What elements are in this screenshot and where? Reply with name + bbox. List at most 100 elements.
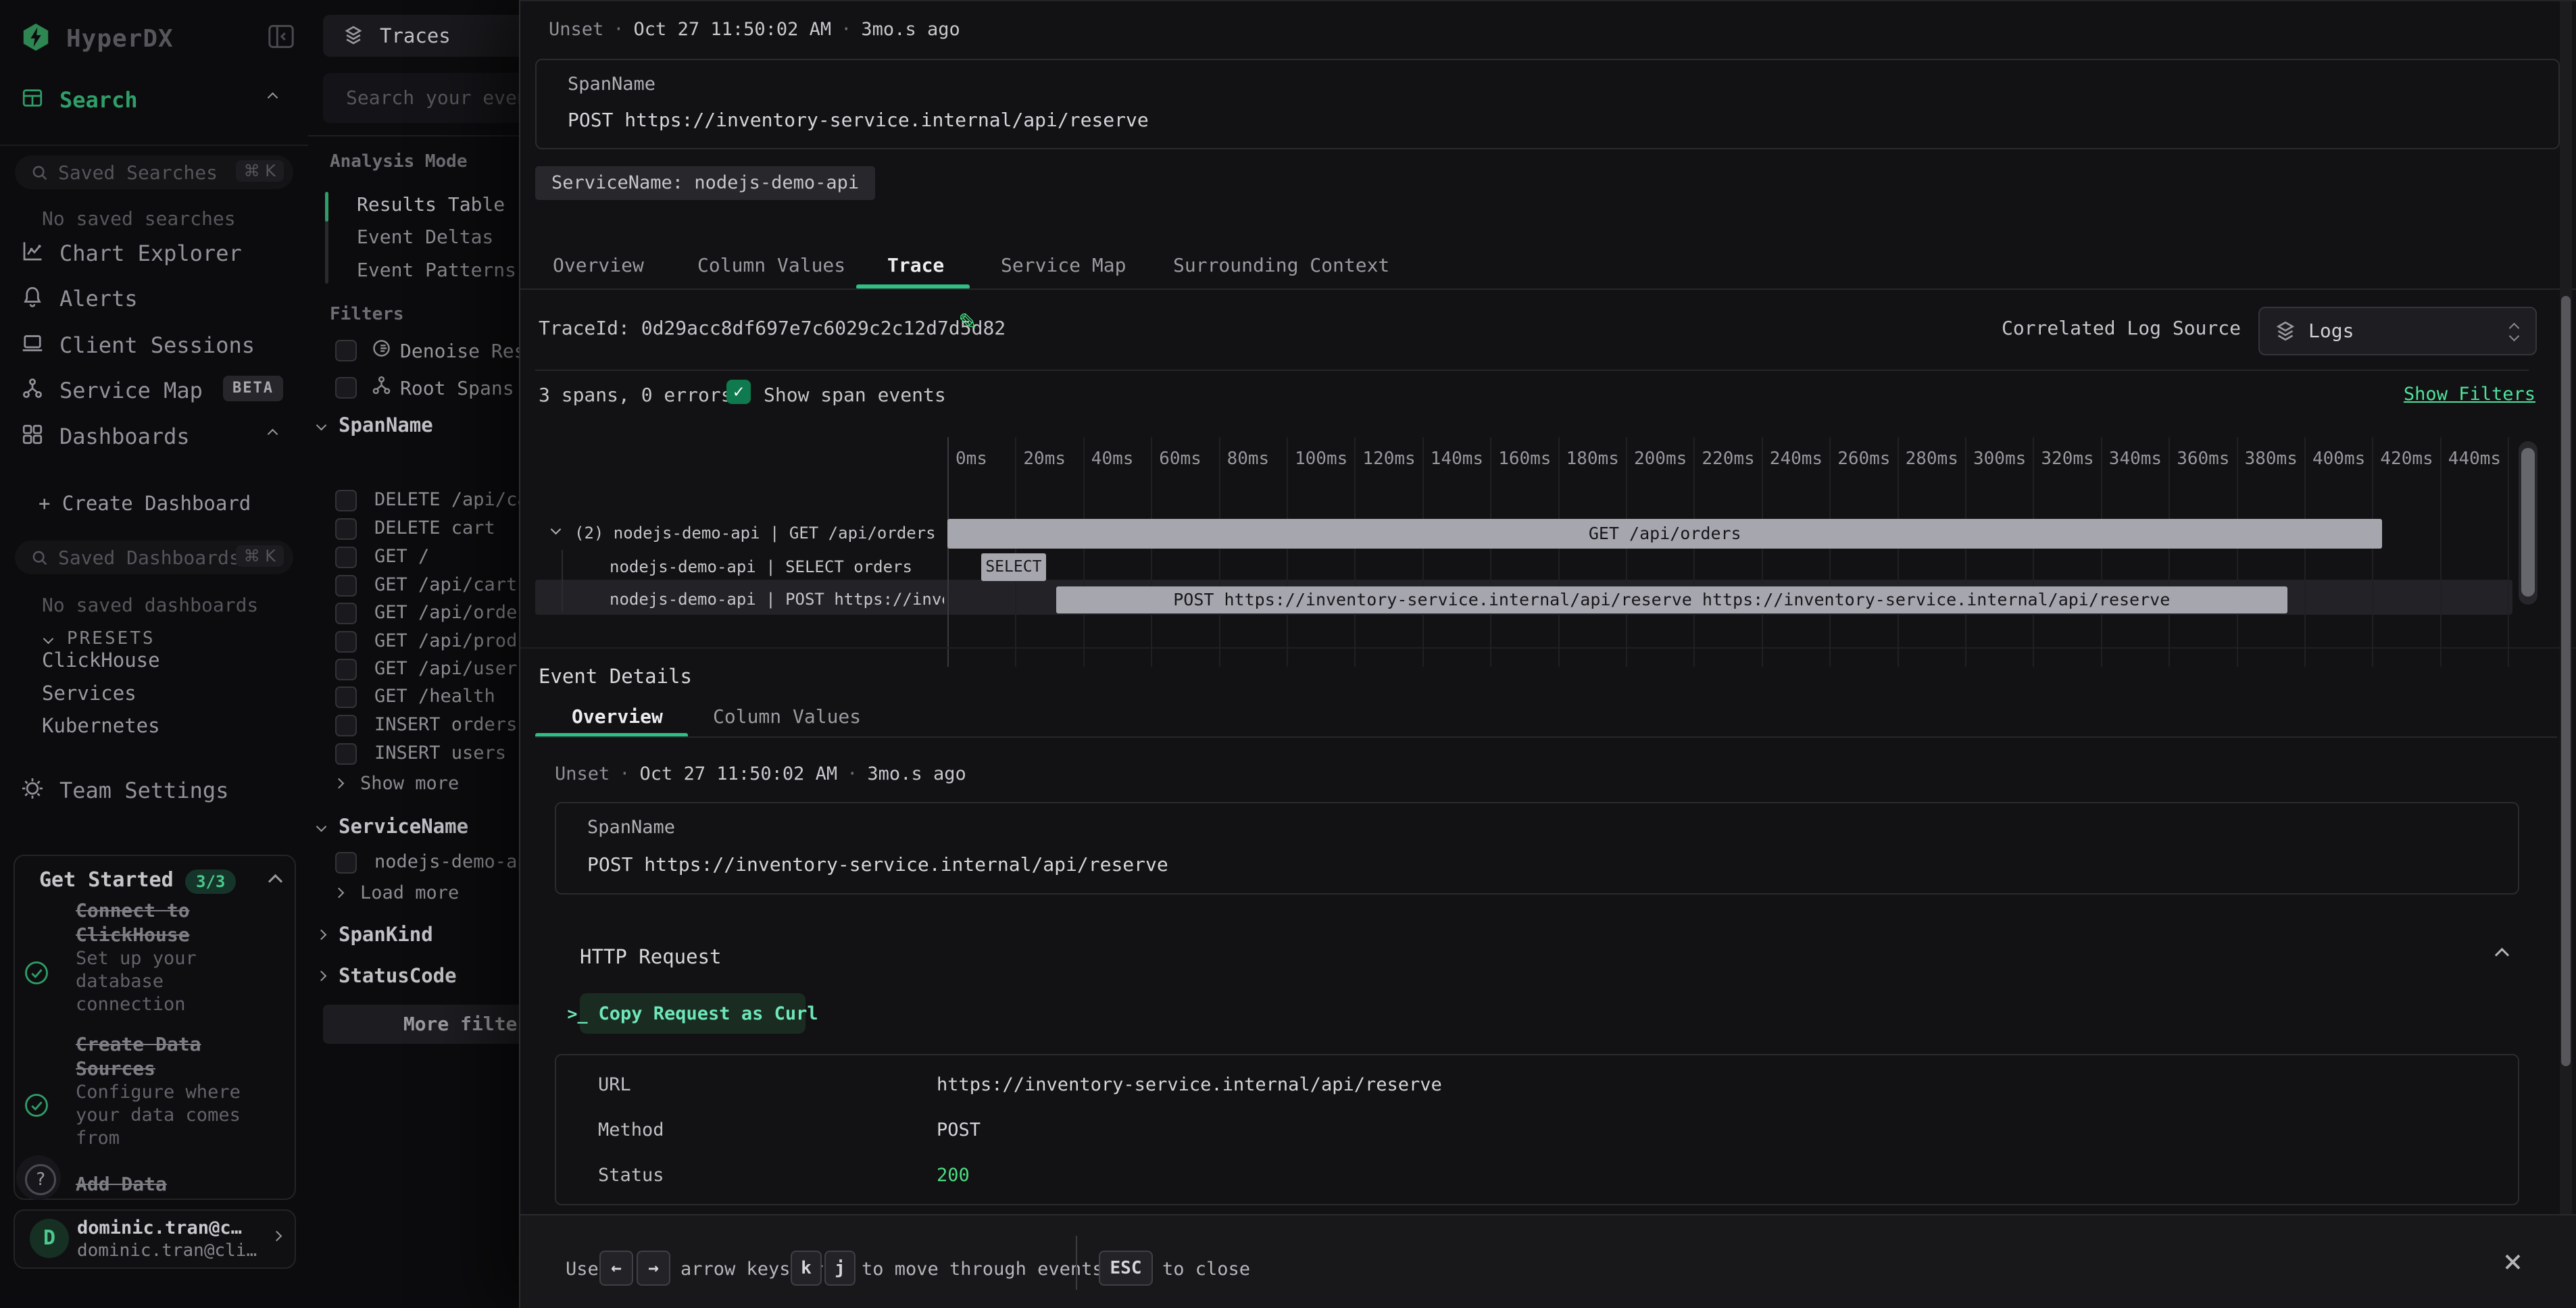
http-row-label-status: Status (598, 1165, 664, 1186)
get-started-item-connect-to-clickhouse[interactable]: Connect to ClickHouse Set up your databas… (76, 899, 278, 1016)
kbd-shortcut: ⌘ K (235, 160, 284, 182)
analysis-mode-event-deltas[interactable]: Event Deltas (357, 226, 494, 248)
span-bar-post-https-invento[interactable]: POST https://inventory-service.internal/… (1056, 586, 2287, 613)
span-bar-get-api-orders[interactable]: GET /api/orders (947, 519, 2383, 549)
footer-use-text: Use (566, 1259, 599, 1280)
chevron-up-icon[interactable] (268, 874, 283, 889)
value-checkbox-get-api-cart[interactable] (335, 575, 357, 597)
root-spans-only-checkbox[interactable] (335, 377, 357, 399)
gridline (1693, 437, 1695, 667)
value-checkbox-delete-cart[interactable] (335, 518, 357, 540)
sidebar-collapse-icon[interactable] (268, 24, 295, 51)
span-row-label[interactable]: nodejs-demo-api | POST https://inventory… (610, 590, 944, 609)
nodes-icon (370, 374, 393, 399)
denoise-results-checkbox[interactable] (335, 340, 357, 361)
event-meta: Unset · Oct 27 11:50:02 AM · 3mo.s ago (549, 19, 960, 40)
value-checkbox-get-api-products[interactable] (335, 631, 357, 653)
filter-group-statuscode[interactable]: StatusCode (316, 964, 457, 987)
tab-trace[interactable]: Trace (887, 254, 945, 276)
gridline (2100, 437, 2102, 667)
tab-overview[interactable]: Overview (553, 254, 644, 276)
footer-move-text: to move through events (862, 1259, 1104, 1280)
arrow-right-key: → (637, 1251, 670, 1286)
saved-searches-placeholder: Saved Searches (58, 161, 218, 184)
sidebar-item-label: Dashboards (59, 424, 190, 449)
chevron-right-icon (333, 778, 345, 789)
tick-label: 200ms (1634, 449, 1687, 469)
value-checkbox-nodejs-demo-api[interactable] (335, 852, 357, 874)
value-checkbox-delete-api-cart[interactable] (335, 490, 357, 511)
tab-surrounding-context[interactable]: Surrounding Context (1173, 254, 1390, 276)
get-started-item-title[interactable]: Connect to ClickHouse (76, 899, 190, 946)
tick-label: 440ms (2448, 449, 2502, 469)
sidebar-item-service-map[interactable]: Service Map BETA (0, 375, 308, 406)
edit-pencil-icon[interactable]: ✎ (958, 309, 978, 336)
value-checkbox-get-api-orders[interactable] (335, 603, 357, 624)
preset-clickhouse[interactable]: ClickHouse (42, 649, 160, 672)
span-row-label[interactable]: (2) nodejs-demo-api | GET /api/orders (574, 524, 936, 543)
tab-service-map[interactable]: Service Map (1001, 254, 1126, 276)
user-card[interactable]: D dominic.tran@c… dominic.tran@cli… (14, 1209, 296, 1269)
http-request-title: HTTP Request (580, 945, 722, 968)
grid-icon (20, 422, 45, 449)
tabs-border (520, 288, 2576, 290)
gridline (1218, 437, 1220, 667)
tick-label: 380ms (2244, 449, 2298, 469)
tick-label: 400ms (2312, 449, 2366, 469)
sidebar-item-chart-explorer[interactable]: Chart Explorer (0, 238, 308, 269)
gridline (1558, 437, 1560, 667)
sidebar-item-alerts[interactable]: Alerts (0, 283, 308, 314)
presets-header[interactable]: PRESETS (43, 628, 155, 649)
value-checkbox-get-health[interactable] (335, 686, 357, 708)
filter-group-spankind[interactable]: SpanKind (316, 923, 433, 946)
preset-kubernetes[interactable]: Kubernetes (42, 714, 160, 737)
preset-services[interactable]: Services (42, 682, 137, 705)
sidebar-item-dashboards[interactable]: Dashboards (0, 421, 308, 452)
event-details-tab-overview[interactable]: Overview (572, 705, 663, 728)
filter-group-spanname[interactable]: SpanName (316, 413, 433, 436)
value-checkbox-get[interactable] (335, 547, 357, 568)
event-details-tab-column-values[interactable]: Column Values (713, 705, 862, 728)
span-bar-select[interactable]: SELECT (981, 553, 1046, 581)
no-saved-dashboards-text: No saved dashboards (42, 594, 259, 616)
help-icon-wrap[interactable]: ? (16, 1155, 61, 1200)
collapse-section-icon[interactable] (2494, 947, 2510, 963)
get-started-item-title[interactable]: Create Data Sources (76, 1033, 201, 1080)
close-icon[interactable]: × (2503, 1242, 2523, 1280)
show-filters-link[interactable]: Show Filters (2403, 384, 2535, 405)
terminal-icon: >_ (567, 1003, 588, 1024)
separator: · (619, 763, 630, 784)
waterfall-scrollbar-thumb[interactable] (2521, 448, 2535, 597)
sidebar-item-client-sessions[interactable]: Client Sessions (0, 330, 308, 361)
saved-searches-input[interactable]: Saved Searches ⌘ K (15, 155, 293, 189)
value-checkbox-get-api-users[interactable] (335, 659, 357, 680)
span-name-label: SpanName (568, 74, 656, 95)
get-started-item-create-data-sources[interactable]: Create Data Sources Configure where your … (76, 1032, 278, 1150)
service-name-chip[interactable]: ServiceName: nodejs-demo-api (535, 166, 876, 200)
get-started-item-title[interactable]: Add Data (76, 1173, 167, 1195)
span-row-label[interactable]: nodejs-demo-api | SELECT orders (610, 557, 912, 576)
collapse-chevron-icon[interactable] (550, 524, 562, 535)
value-checkbox-insert-users[interactable] (335, 743, 357, 765)
chevron-down-icon (2508, 330, 2520, 342)
panel-scrollbar-thumb[interactable] (2561, 296, 2571, 1066)
sidebar-item-search[interactable]: Search (0, 84, 308, 116)
show-more-link[interactable]: Show more (333, 773, 459, 794)
http-row-value-method: POST (937, 1120, 981, 1140)
filter-group-servicename[interactable]: ServiceName (316, 815, 468, 838)
copy-request-as-curl-button[interactable]: >_ Copy Request as Curl (567, 993, 818, 1034)
analysis-mode-event-patterns[interactable]: Event Patterns (357, 259, 517, 281)
get-started-item-add-data[interactable]: Add Data (76, 1172, 278, 1197)
show-span-events-checkbox[interactable]: ✓ (726, 380, 751, 404)
load-more-link[interactable]: Load more (333, 882, 459, 903)
http-row-label-url: URL (598, 1074, 631, 1095)
value-checkbox-insert-orders[interactable] (335, 715, 357, 736)
analysis-mode-results-table[interactable]: Results Table (357, 193, 505, 216)
log-source-select[interactable]: Logs (2258, 307, 2537, 355)
spans-summary: 3 spans, 0 errors (539, 384, 733, 406)
sidebar-item-team-settings[interactable]: Team Settings (0, 775, 308, 806)
saved-dashboards-input[interactable]: Saved Dashboards ⌘ K (15, 540, 293, 574)
tab-column-values[interactable]: Column Values (697, 254, 846, 276)
create-dashboard-button[interactable]: + Create Dashboard (39, 492, 251, 515)
value-label: GET / (374, 546, 430, 567)
